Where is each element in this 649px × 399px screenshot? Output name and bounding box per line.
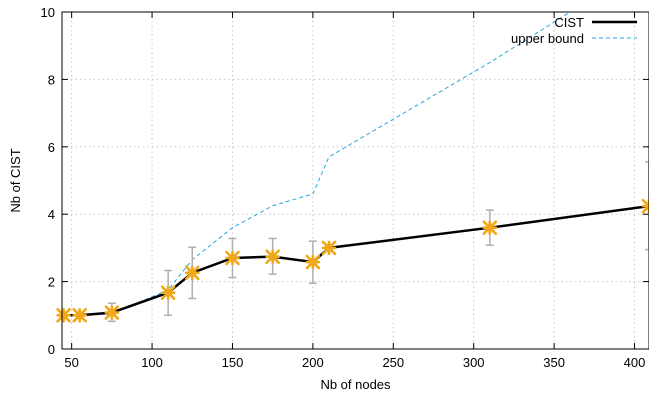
data-point-cist bbox=[321, 240, 337, 256]
data-point-cist bbox=[641, 198, 649, 214]
x-tick-label: 400 bbox=[624, 355, 646, 370]
x-tick-label: 50 bbox=[64, 355, 78, 370]
data-point-cist bbox=[184, 265, 200, 281]
y-axis-label: Nb of CIST bbox=[8, 148, 23, 212]
x-axis-ticks: 50 100 150 200 250 300 350 400 bbox=[64, 12, 645, 370]
series-line-upper-bound bbox=[63, 11, 571, 316]
y-tick-label: 10 bbox=[41, 5, 55, 20]
grid bbox=[62, 12, 649, 349]
plot-frame bbox=[61, 11, 649, 350]
data-point-cist bbox=[72, 307, 87, 323]
data-point-cist bbox=[305, 254, 321, 270]
data-point-cist bbox=[56, 307, 71, 323]
y-tick-label: 8 bbox=[48, 72, 55, 87]
y-tick-label: 4 bbox=[48, 207, 55, 222]
x-axis-label: Nb of nodes bbox=[320, 377, 391, 392]
y-tick-label: 0 bbox=[48, 342, 55, 357]
x-tick-label: 100 bbox=[141, 355, 163, 370]
y-axis-ticks: 0 2 4 6 8 10 bbox=[41, 5, 649, 357]
series-layer bbox=[56, 11, 649, 323]
series-line-cist bbox=[63, 204, 649, 317]
y-tick-label: 6 bbox=[48, 140, 55, 155]
x-tick-label: 150 bbox=[222, 355, 244, 370]
legend: CIST upper bound bbox=[511, 15, 637, 46]
x-tick-label: 250 bbox=[382, 355, 404, 370]
data-point-cist bbox=[225, 250, 240, 266]
x-tick-label: 300 bbox=[463, 355, 485, 370]
data-point-cist bbox=[160, 285, 176, 301]
data-point-cist bbox=[265, 249, 280, 264]
y-tick-label: 2 bbox=[48, 275, 55, 290]
legend-label-upper-bound: upper bound bbox=[511, 31, 584, 46]
x-tick-label: 200 bbox=[302, 355, 324, 370]
x-tick-label: 350 bbox=[543, 355, 565, 370]
data-point-cist bbox=[482, 220, 498, 235]
legend-label-cist: CIST bbox=[554, 15, 584, 30]
data-point-cist bbox=[104, 305, 120, 320]
